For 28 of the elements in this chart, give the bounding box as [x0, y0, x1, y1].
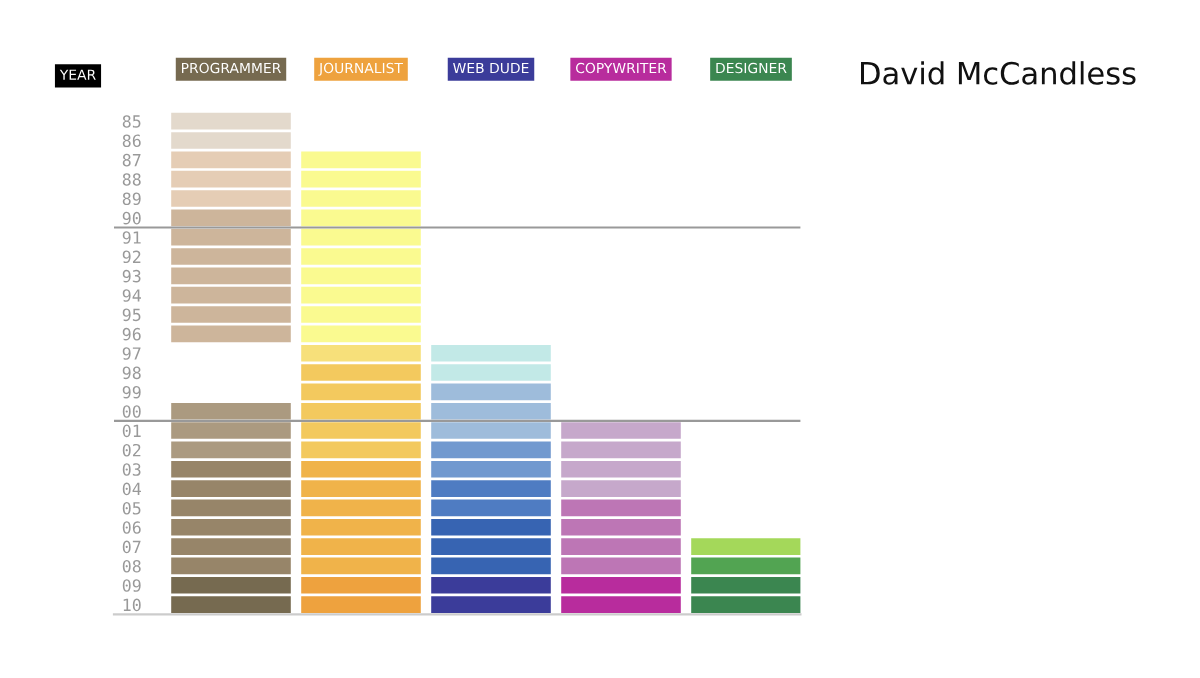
- y-tick-label: 89: [122, 192, 141, 206]
- bar: [301, 344, 421, 362]
- y-tick-label: 86: [122, 134, 141, 148]
- y-tick-label: 06: [122, 521, 141, 534]
- y-tick-label: 95: [122, 308, 141, 322]
- y-tick-label: 94: [122, 289, 141, 302]
- y-tick-label: 85: [122, 115, 141, 128]
- y-tick-label: 03: [122, 463, 141, 476]
- y-tick-label: 05: [122, 501, 141, 515]
- y-tick-label: 90: [122, 211, 141, 225]
- y-tick-label: 00: [122, 405, 141, 418]
- y-tick-label: 01: [122, 424, 141, 438]
- y-tick-label: 98: [122, 366, 141, 380]
- y-tick-label: 92: [122, 250, 141, 264]
- y-tick-label: 09: [122, 579, 141, 592]
- y-tick-label: 02: [122, 443, 141, 457]
- y-tick-label: 97: [122, 347, 141, 360]
- y-tick-label: 10: [123, 598, 141, 612]
- y-tick-label: 91: [122, 231, 141, 244]
- y-tick-label: 88: [122, 173, 141, 186]
- y-tick-label: 08: [122, 559, 141, 573]
- y-tick-label: 99: [122, 385, 141, 399]
- y-tick-label: 96: [122, 327, 141, 341]
- text: David McCandless: [861, 61, 1136, 85]
- y-tick-label: 04: [122, 482, 141, 496]
- y-tick-label: 87: [122, 153, 141, 167]
- y-tick-label: 07: [122, 540, 141, 554]
- y-tick-label: 93: [122, 269, 141, 283]
